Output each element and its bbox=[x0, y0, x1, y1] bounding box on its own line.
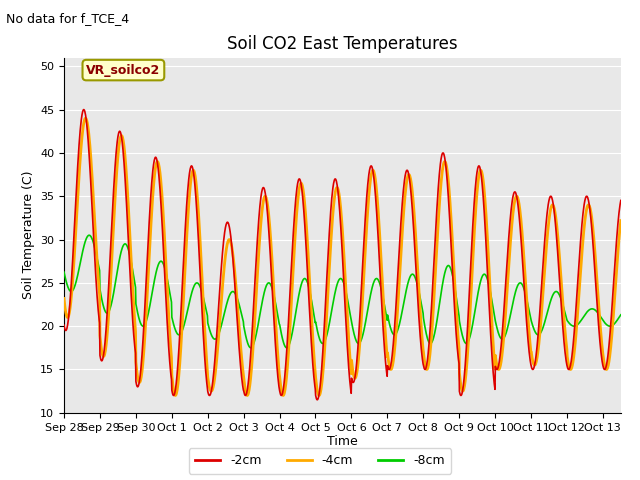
Text: VR_soilco2: VR_soilco2 bbox=[86, 63, 161, 77]
Legend: -2cm, -4cm, -8cm: -2cm, -4cm, -8cm bbox=[189, 448, 451, 474]
Y-axis label: Soil Temperature (C): Soil Temperature (C) bbox=[22, 171, 35, 300]
X-axis label: Time: Time bbox=[327, 435, 358, 448]
Text: No data for f_TCE_4: No data for f_TCE_4 bbox=[6, 12, 129, 25]
Title: Soil CO2 East Temperatures: Soil CO2 East Temperatures bbox=[227, 35, 458, 53]
